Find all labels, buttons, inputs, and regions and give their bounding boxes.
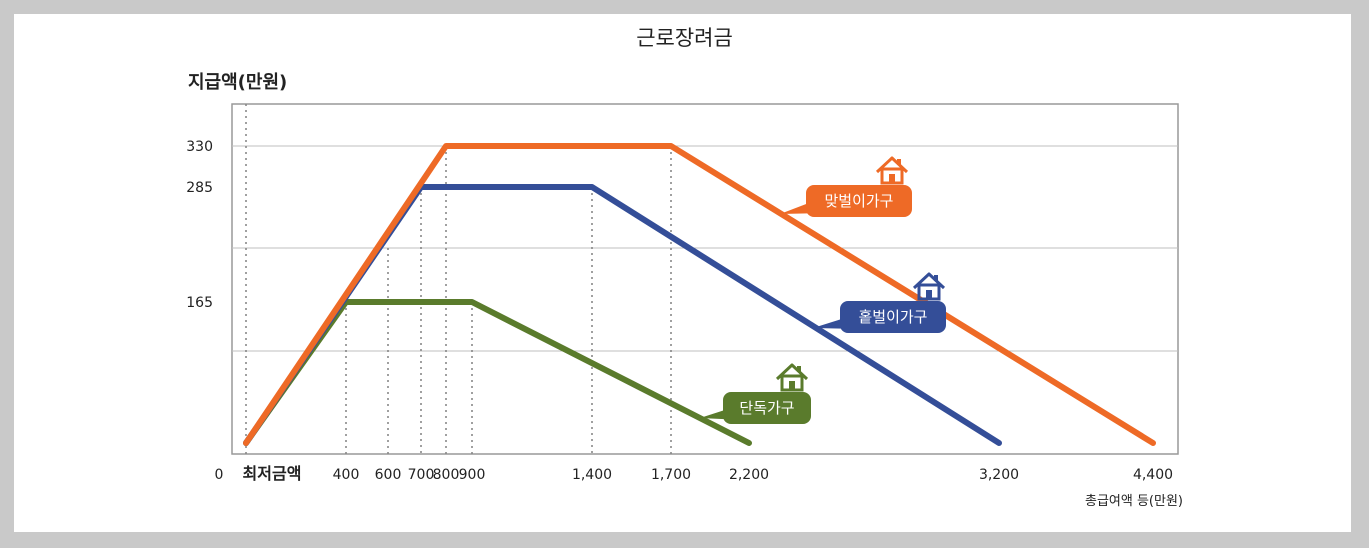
chart-frame (14, 14, 1351, 532)
y-axis-title: 지급액(만원) (188, 72, 288, 93)
series-legend-badge: 홑벌이가구 (813, 301, 946, 333)
y-tick-label: 330 (186, 139, 213, 155)
chart-title: 근로장려금 (636, 26, 733, 50)
x-tick-label: 1,700 (651, 467, 691, 483)
y-tick-label: 165 (186, 295, 213, 311)
plot-area (231, 103, 1179, 455)
x-tick-label: 2,200 (729, 467, 769, 483)
x-tick-label: 400 (333, 467, 360, 483)
series-label: 홑벌이가구 (858, 308, 927, 326)
house-icon (912, 272, 946, 301)
x-tick-label: 600 (375, 467, 402, 483)
series-line (243, 143, 1156, 446)
x-tick-label: 800 (433, 467, 460, 483)
series-legend-badge: 맞벌이가구 (780, 185, 912, 217)
x-tick-label: 4,400 (1133, 467, 1173, 483)
y-tick-label: 285 (186, 180, 213, 196)
x-tick-label: 최저금액 (243, 464, 302, 483)
series-legend-badge: 단독가구 (700, 392, 811, 424)
house-icon (775, 363, 809, 392)
x-tick-label: 700 (408, 467, 435, 483)
x-tick-label: 1,400 (572, 467, 612, 483)
x-tick-label: 0 (215, 467, 224, 483)
x-tick-label: 3,200 (979, 467, 1019, 483)
x-axis-title: 총급여액 등(만원) (1085, 494, 1183, 509)
x-tick-label: 900 (459, 467, 486, 483)
house-icon (875, 156, 909, 185)
series-line (243, 299, 752, 446)
series-label: 맞벌이가구 (824, 192, 893, 210)
series-label: 단독가구 (739, 399, 794, 417)
